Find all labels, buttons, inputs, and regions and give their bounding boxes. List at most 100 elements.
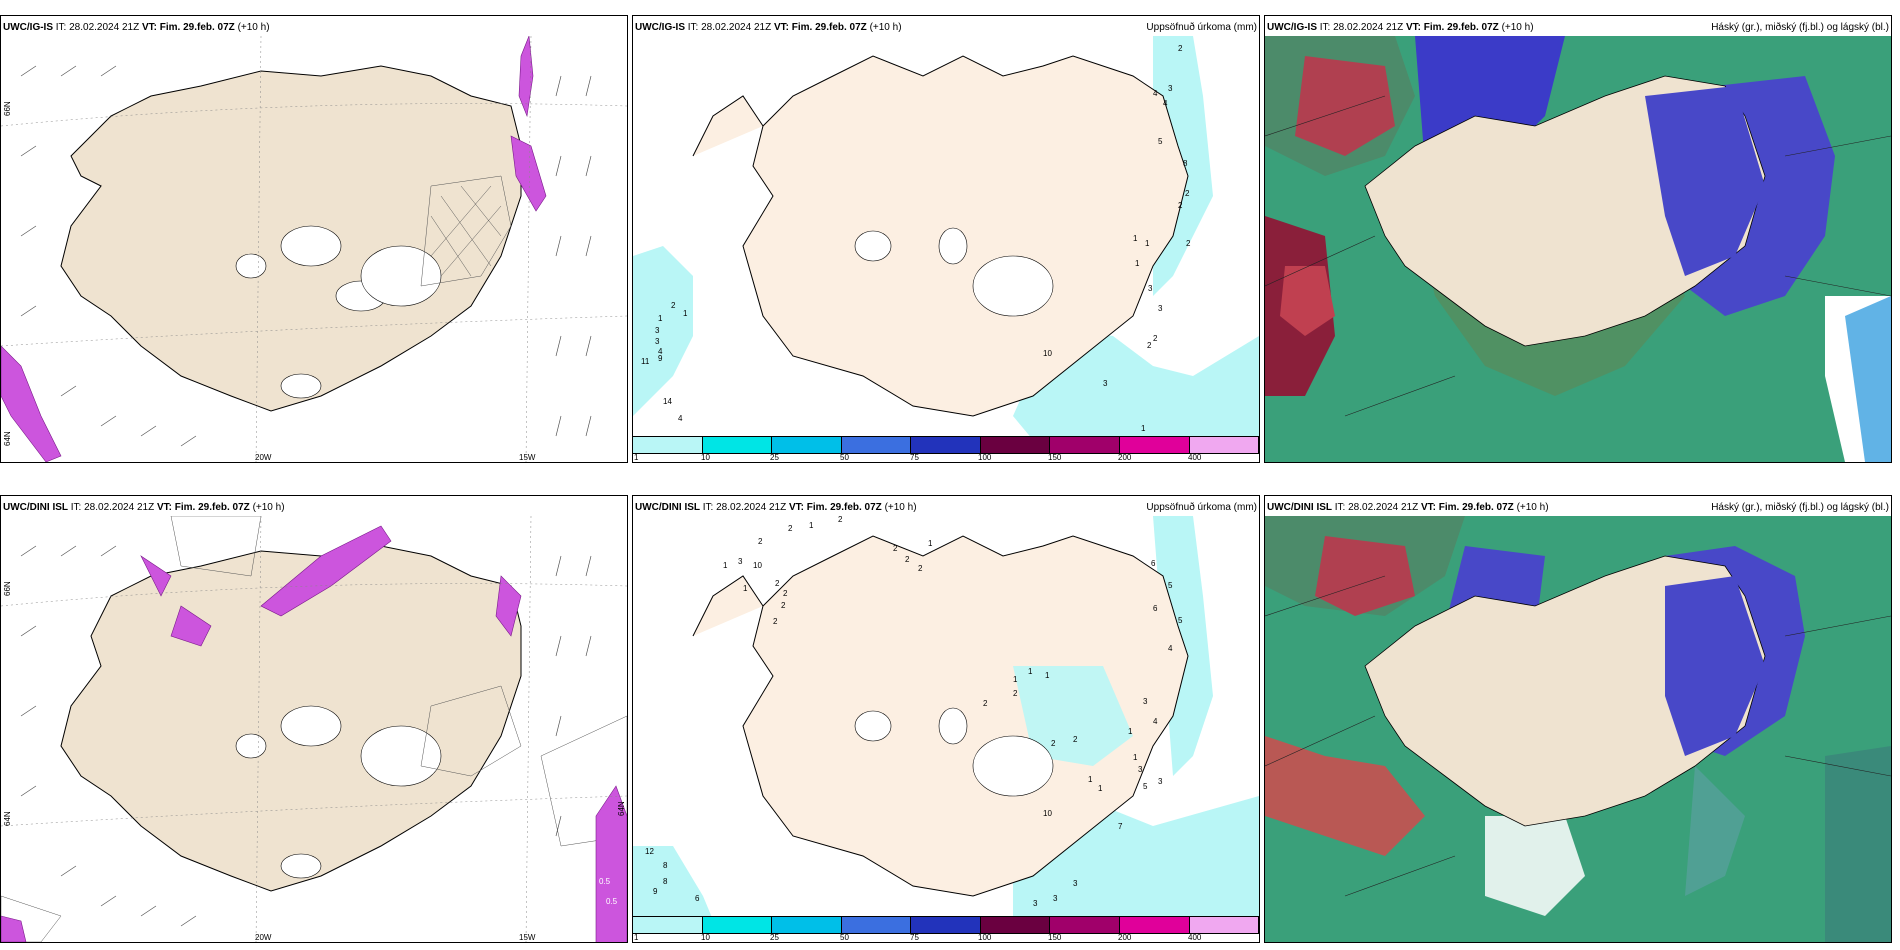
region-boundaries — [1265, 95, 1891, 417]
svg-text:1: 1 — [809, 521, 814, 530]
svg-text:2: 2 — [1073, 735, 1078, 744]
legend-tick: 75 — [910, 933, 919, 942]
panel-precip-dini-isl: UWC/DINI ISL IT: 28.02.2024 21Z VT: Fim.… — [632, 495, 1260, 943]
legend-swatch — [772, 917, 842, 933]
svg-text:1: 1 — [658, 314, 663, 323]
svg-text:3: 3 — [1168, 84, 1173, 93]
svg-text:5: 5 — [1178, 616, 1183, 625]
panel-precip-ig-is: UWC/IG-IS IT: 28.02.2024 21Z VT: Fim. 29… — [632, 15, 1260, 463]
svg-text:3: 3 — [1103, 379, 1108, 388]
legend-tick: 400 — [1188, 453, 1202, 462]
panel-wind-dini-isl: UWC/DINI ISL IT: 28.02.2024 21Z VT: Fim.… — [0, 495, 628, 943]
svg-text:9: 9 — [653, 887, 658, 896]
precip-value-labels: 1 2 2 2 3 10 1 1 2 2 2 2 2 2 2 1 1 1 1 2… — [645, 516, 1183, 908]
legend-tick: 200 — [1118, 933, 1132, 942]
svg-text:3: 3 — [655, 337, 660, 346]
svg-text:3: 3 — [1053, 894, 1058, 903]
svg-text:11: 11 — [641, 357, 650, 366]
legend-tick: 75 — [910, 453, 919, 462]
precip-map: 1 2 2 2 3 10 1 1 2 2 2 2 2 2 2 1 1 1 1 2… — [633, 516, 1259, 920]
svg-text:1: 1 — [1133, 753, 1138, 762]
lat-66-label: 66N — [3, 581, 12, 596]
panel-header: UWC/IG-IS IT: 28.02.2024 21Z VT: Fim. 29… — [1267, 22, 1534, 33]
svg-text:2: 2 — [893, 544, 898, 553]
svg-text:2: 2 — [983, 699, 988, 708]
svg-text:1: 1 — [1098, 784, 1103, 793]
legend-swatch — [1189, 917, 1259, 933]
svg-text:2: 2 — [918, 564, 923, 573]
precip-legend: 1 10 25 50 75 100 150 200 400 — [633, 436, 1259, 462]
svg-text:4: 4 — [1163, 99, 1168, 108]
svg-text:8: 8 — [663, 877, 668, 886]
lat-64-label: 64N — [3, 811, 12, 826]
svg-text:3: 3 — [1138, 765, 1143, 774]
svg-text:3: 3 — [1148, 284, 1153, 293]
svg-text:6: 6 — [1153, 604, 1158, 613]
legend-swatch — [702, 437, 773, 453]
svg-text:0.5: 0.5 — [606, 897, 618, 906]
svg-text:1: 1 — [1133, 234, 1138, 243]
svg-text:1: 1 — [1013, 675, 1018, 684]
svg-text:2: 2 — [1185, 189, 1190, 198]
svg-text:10: 10 — [753, 561, 762, 570]
svg-text:2: 2 — [1153, 334, 1158, 343]
svg-text:1: 1 — [1045, 671, 1050, 680]
svg-text:1: 1 — [683, 309, 688, 318]
legend-tick: 100 — [978, 933, 992, 942]
svg-text:5: 5 — [1168, 581, 1173, 590]
legend-tick: 1 — [634, 933, 639, 942]
legend-ticks: 1 10 25 50 75 100 150 200 400 — [633, 933, 1259, 942]
lat-66-label: 66N — [3, 101, 12, 116]
wind-barbs — [20, 545, 592, 927]
svg-text:2: 2 — [1186, 239, 1191, 248]
panel-cloud-dini-isl: UWC/DINI ISL IT: 28.02.2024 21Z VT: Fim.… — [1264, 495, 1892, 943]
legend-tick: 1 — [634, 453, 639, 462]
legend-tick: 150 — [1048, 933, 1062, 942]
svg-text:2: 2 — [1178, 201, 1183, 210]
lon-20-label: 20W — [255, 453, 272, 462]
panel-header: UWC/DINI ISL IT: 28.02.2024 21Z VT: Fim.… — [635, 502, 917, 513]
svg-text:3: 3 — [738, 557, 743, 566]
wind-map — [1, 36, 627, 462]
panel-title: Háský (gr.), miðský (fj.bl.) og lágský (… — [1711, 22, 1889, 33]
lat-lon-grid — [1, 516, 627, 942]
svg-text:2: 2 — [773, 617, 778, 626]
legend-swatch — [772, 437, 842, 453]
svg-text:4: 4 — [658, 347, 663, 356]
legend-swatch — [980, 917, 1051, 933]
svg-text:2: 2 — [1051, 739, 1056, 748]
svg-text:4: 4 — [1153, 89, 1158, 98]
cape-shading — [1, 525, 627, 942]
lon-15-label: 15W — [519, 933, 536, 942]
wind-barbs — [20, 65, 592, 447]
panel-title: Háský (gr.), miðský (fj.bl.) og lágský (… — [1711, 502, 1889, 513]
svg-text:2: 2 — [1147, 341, 1152, 350]
hatched-area — [1, 516, 627, 942]
panel-title: Uppsöfnuð úrkoma (mm) — [1146, 22, 1257, 33]
legend-tick: 25 — [770, 453, 779, 462]
panel-title: Uppsöfnuð úrkoma (mm) — [1146, 502, 1257, 513]
svg-text:10: 10 — [1043, 349, 1052, 358]
svg-text:3: 3 — [1073, 879, 1078, 888]
legend-swatch — [633, 917, 703, 933]
svg-text:1: 1 — [1088, 775, 1093, 784]
svg-text:1: 1 — [1141, 424, 1146, 433]
legend-ticks: 1 10 25 50 75 100 150 200 400 — [633, 453, 1259, 462]
panel-header: UWC/DINI ISL IT: 28.02.2024 21Z VT: Fim.… — [1267, 502, 1549, 513]
legend-swatch — [911, 917, 981, 933]
svg-text:1: 1 — [723, 561, 728, 570]
svg-text:1: 1 — [928, 539, 933, 548]
legend-swatch — [1050, 437, 1120, 453]
legend-swatch — [841, 917, 912, 933]
svg-text:2: 2 — [783, 589, 788, 598]
svg-text:0.5: 0.5 — [599, 877, 611, 886]
cape-shading — [1, 36, 547, 462]
legend-swatch — [1189, 437, 1259, 453]
svg-text:9: 9 — [658, 354, 663, 363]
legend-swatch — [980, 437, 1051, 453]
svg-text:1: 1 — [743, 584, 748, 593]
region-boundaries — [1265, 575, 1891, 897]
svg-text:2: 2 — [781, 601, 786, 610]
iceland-landmass — [60, 65, 522, 412]
svg-text:6: 6 — [1151, 559, 1156, 568]
